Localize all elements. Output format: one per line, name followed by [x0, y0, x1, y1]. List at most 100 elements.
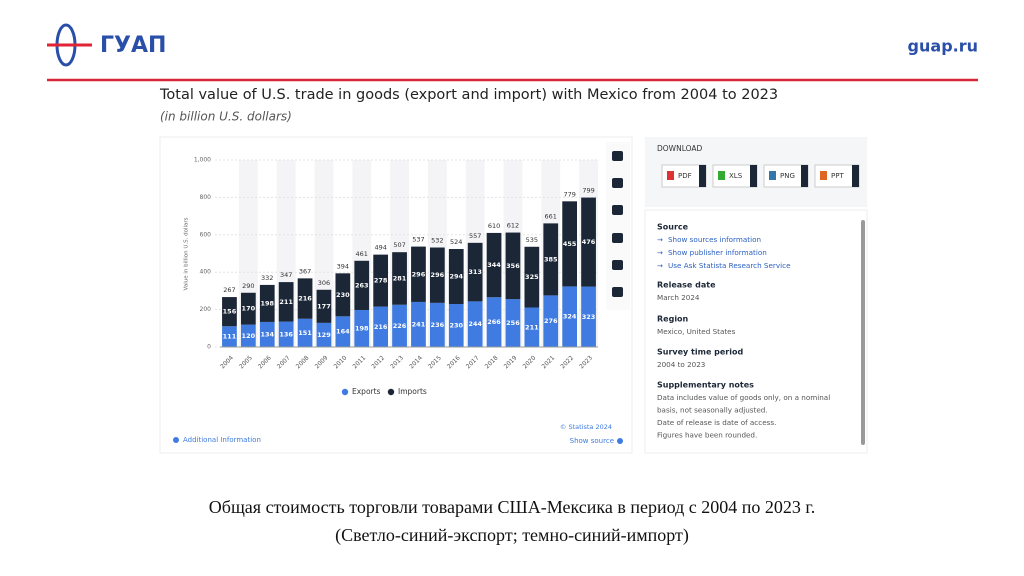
y-tick-label: 800: [200, 194, 212, 201]
total-label: 347: [280, 271, 292, 279]
value-label: 344: [487, 261, 501, 269]
y-tick-label: 400: [200, 269, 212, 276]
value-label: 385: [544, 255, 558, 263]
bar-segment: [581, 286, 596, 347]
bar-segment: [373, 306, 389, 347]
legend-label: Exports: [352, 387, 381, 396]
bar-segment: [543, 295, 559, 347]
value-label: 120: [242, 332, 256, 340]
bar-segment: [562, 201, 578, 287]
bar-segment: [373, 254, 389, 307]
source-link[interactable]: Show publisher information: [668, 248, 767, 257]
bar-segment: [562, 286, 578, 347]
total-label: 537: [412, 236, 424, 244]
value-label: 111: [223, 333, 237, 341]
bar-segment: [354, 260, 370, 310]
total-label: 524: [450, 238, 462, 246]
bar-segment: [222, 326, 237, 347]
tool-button[interactable]: [612, 151, 623, 161]
total-label: 661: [545, 212, 557, 220]
file-icon: [769, 171, 776, 180]
format-plus: [852, 165, 859, 187]
total-label: 290: [242, 282, 254, 290]
tool-button[interactable]: [612, 287, 623, 297]
value-label: 241: [412, 320, 426, 328]
bar-segment: [448, 249, 464, 304]
bar-segment: [392, 252, 407, 305]
value-label: 236: [431, 321, 445, 329]
format-label: XLS: [729, 172, 743, 180]
format-label: PDF: [678, 172, 692, 180]
notes-heading: Supplementary notes: [657, 381, 754, 390]
bar-segment: [486, 297, 502, 347]
y-tick-label: 600: [200, 231, 212, 238]
total-label: 332: [261, 274, 273, 282]
value-label: 129: [317, 331, 331, 339]
tool-button[interactable]: [612, 205, 623, 215]
bar-segment: [524, 246, 540, 308]
total-label: 779: [563, 190, 575, 198]
format-plus: [801, 165, 808, 187]
tool-button[interactable]: [612, 233, 623, 243]
value-label: 263: [355, 281, 369, 289]
link-arrow: →: [657, 262, 663, 270]
tool-button[interactable]: [612, 178, 623, 188]
release: March 2024: [657, 293, 700, 302]
bar-segment: [335, 273, 351, 317]
y-axis-label: Value in billion U.S. dollars: [184, 217, 190, 290]
note-line: basis, not seasonally adjusted.: [657, 406, 768, 415]
value-label: 256: [506, 319, 520, 327]
info-icon: [617, 438, 623, 444]
source-link[interactable]: Show sources information: [668, 235, 761, 244]
file-icon: [667, 171, 674, 180]
format-label: PNG: [780, 172, 795, 180]
tool-button[interactable]: [612, 260, 623, 270]
chart-title: Total value of U.S. trade in goods (expo…: [159, 87, 778, 103]
file-icon: [820, 171, 827, 180]
site: guap.ru: [908, 37, 978, 56]
logo-mark: [47, 23, 92, 67]
total-label: 394: [337, 262, 349, 270]
total-label: 535: [526, 236, 538, 244]
value-label: 198: [260, 299, 274, 307]
value-label: 177: [317, 302, 331, 310]
link-arrow: →: [657, 236, 663, 244]
bar-segment: [240, 324, 256, 347]
logo: ГУАП: [100, 33, 166, 58]
show-source[interactable]: Show source: [570, 437, 614, 445]
value-label: 281: [393, 274, 407, 282]
release-heading: Release date: [657, 281, 716, 290]
bar-segment: [467, 242, 483, 302]
value-label: 136: [279, 330, 293, 338]
value-label: 323: [582, 313, 596, 321]
bar-segment: [505, 232, 521, 300]
region-heading: Region: [657, 315, 689, 324]
download-heading: DOWNLOAD: [657, 144, 703, 153]
value-label: 156: [223, 308, 237, 316]
source-link[interactable]: Use Ask Statista Research Service: [668, 261, 791, 270]
total-label: 532: [431, 237, 443, 245]
additional-info[interactable]: Additional Information: [183, 436, 261, 444]
total-label: 461: [356, 250, 368, 258]
y-tick-label: 200: [200, 306, 212, 313]
format-label: PPT: [831, 172, 844, 180]
bar-segment: [335, 316, 351, 347]
value-label: 476: [582, 238, 596, 246]
value-label: 325: [525, 273, 539, 281]
bar-segment: [411, 246, 426, 302]
value-label: 324: [563, 313, 577, 321]
bar-segment: [581, 197, 596, 287]
value-label: 198: [355, 324, 369, 332]
value-label: 216: [298, 295, 312, 303]
bar-segment: [297, 318, 313, 347]
value-label: 230: [336, 291, 350, 299]
note-line: Date of release is date of access.: [657, 418, 776, 427]
info-panel: [644, 209, 868, 454]
caption-line: (Светло-синий-экспорт; темно-синий-импор…: [335, 525, 689, 546]
value-label: 296: [431, 271, 445, 279]
value-label: 164: [336, 328, 350, 336]
bar-segment: [316, 322, 332, 347]
bar-segment: [467, 301, 483, 347]
info-icon: [173, 437, 179, 443]
